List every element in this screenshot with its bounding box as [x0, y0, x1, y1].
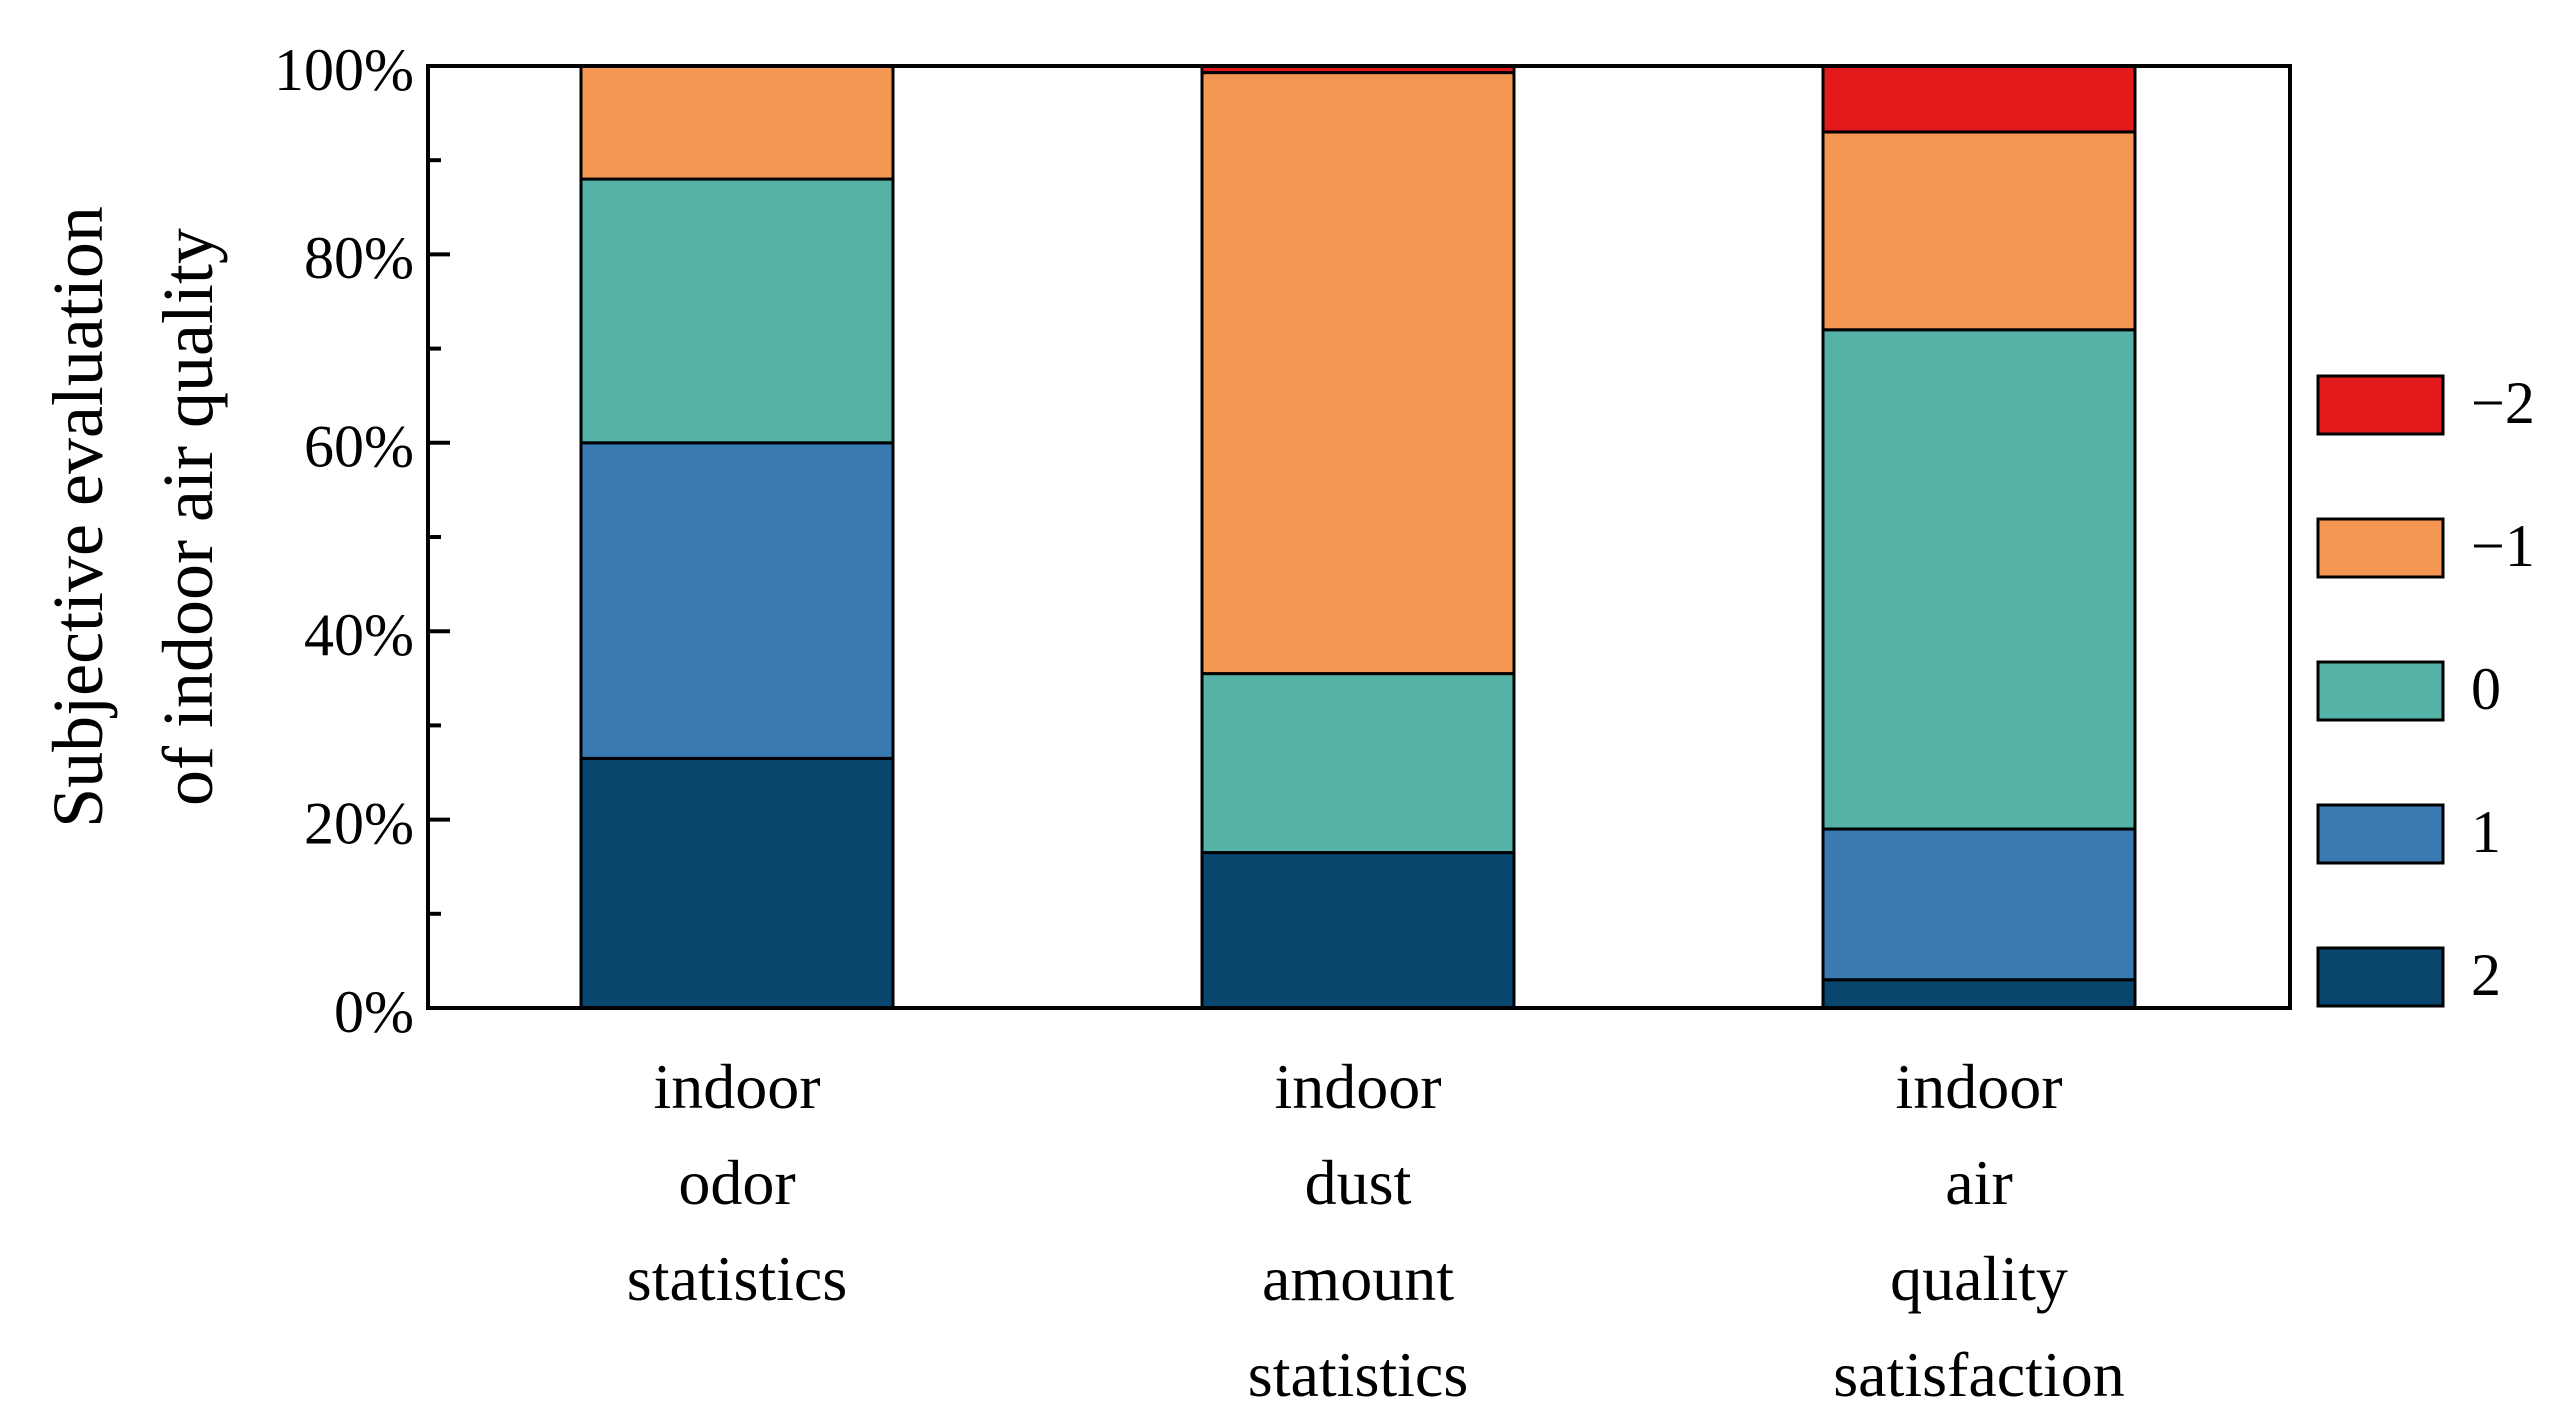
x-category-label-line: dust [1305, 1147, 1412, 1218]
y-axis-label-line: of indoor air quality [148, 228, 228, 806]
legend-item-plus2: 2 [2316, 942, 2501, 1008]
y-tick-label: 60% [304, 414, 414, 480]
axes-layer: 0% 20% 40% 60% 80% 100% Subjective evaluation o… [38, 37, 2125, 1410]
bar-group-indoor-air-quality-satisfaction [1821, 64, 2137, 1010]
y-tick-label: 40% [304, 602, 414, 668]
bar-segment-indoor-air-quality-satisfaction-plus1 [1821, 827, 2137, 982]
bar-segment-indoor-dust-amount-statistics-minus1 [1200, 71, 1516, 676]
y-tick-label: 100% [274, 37, 414, 103]
bar-segment-indoor-air-quality-satisfaction-plus2 [1821, 978, 2137, 1010]
legend-item-plus1: 1 [2316, 799, 2501, 865]
x-category-label: indoor dust amount statistics [1248, 1051, 1468, 1410]
x-category-label-line: amount [1262, 1243, 1454, 1314]
legend-swatch [2316, 803, 2445, 865]
x-category-label-line: odor [678, 1147, 795, 1218]
legend-item-minus2: −2 [2316, 370, 2535, 436]
bar-segment-indoor-air-quality-satisfaction-plus0 [1821, 328, 2137, 831]
x-category-label-line: indoor [1895, 1051, 2062, 1122]
bar-segment-indoor-odor-statistics-plus1 [579, 441, 895, 760]
bar-segment-indoor-odor-statistics-plus0 [579, 177, 895, 445]
legend-layer: −2 −1 0 1 2 [2316, 370, 2535, 1008]
x-category-label-line: indoor [1274, 1051, 1441, 1122]
legend-label: 1 [2471, 799, 2501, 865]
legend-swatch [2316, 517, 2445, 579]
x-category-label-line: satisfaction [1833, 1339, 2124, 1410]
bar-segment-indoor-odor-statistics-plus2 [579, 756, 895, 1010]
legend-swatch [2316, 946, 2445, 1008]
bar-segment-indoor-dust-amount-statistics-plus0 [1200, 672, 1516, 855]
x-category-label-line: statistics [1248, 1339, 1468, 1410]
legend-item-minus1: −1 [2316, 513, 2535, 579]
legend-label: −2 [2471, 370, 2535, 436]
y-tick-label: 80% [304, 225, 414, 291]
bar-segment-indoor-air-quality-satisfaction-minus1 [1821, 130, 2137, 332]
bar-group-indoor-odor-statistics [579, 64, 895, 1010]
y-tick-label: 20% [304, 790, 414, 856]
legend-swatch [2316, 660, 2445, 722]
y-axis-label-line: Subjective evaluation [38, 206, 118, 828]
x-category-label-line: quality [1890, 1243, 2068, 1314]
x-category-label: indoor air quality satisfaction [1833, 1051, 2124, 1410]
x-category-label-line: indoor [653, 1051, 820, 1122]
y-axis-label: Subjective evaluation of indoor air quali… [38, 206, 228, 828]
legend-label: 2 [2471, 942, 2501, 1008]
x-category-label-line: statistics [627, 1243, 847, 1314]
bar-segment-indoor-dust-amount-statistics-plus2 [1200, 851, 1516, 1010]
bar-segment-indoor-odor-statistics-minus1 [579, 64, 895, 181]
x-category-label-line: air [1945, 1147, 2013, 1218]
legend-item-plus0: 0 [2316, 656, 2501, 722]
legend-swatch [2316, 374, 2445, 436]
bar-group-indoor-dust-amount-statistics [1200, 64, 1516, 1010]
bars-layer [579, 64, 2137, 1010]
legend-label: 0 [2471, 656, 2501, 722]
x-category-label: indoor odor statistics [627, 1051, 847, 1314]
legend-label: −1 [2471, 513, 2535, 579]
y-tick-label: 0% [334, 979, 414, 1045]
bar-segment-indoor-air-quality-satisfaction-minus2 [1821, 64, 2137, 134]
